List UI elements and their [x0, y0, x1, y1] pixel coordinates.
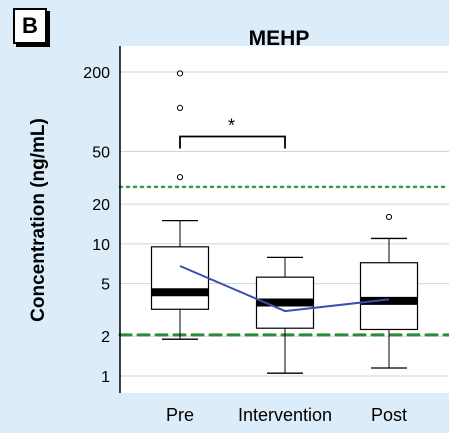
- y-tick-label: 2: [101, 329, 110, 346]
- iqr-box: [359, 262, 419, 331]
- x-tick-labels: Pre Intervention Post: [166, 405, 407, 425]
- x-tick-label: Post: [371, 405, 407, 425]
- annotation-layer: *: [179, 115, 286, 149]
- iqr-box: [150, 246, 210, 310]
- y-tick-label: 1: [101, 369, 110, 386]
- y-tick-label: 20: [92, 197, 110, 214]
- significance-marker: *: [228, 115, 235, 135]
- y-tick-label: 50: [92, 145, 110, 162]
- y-axis-label: Concentration (ng/mL): [28, 118, 49, 322]
- box-pre: [150, 70, 210, 340]
- outlier-point: [176, 104, 184, 111]
- x-tick-label: Pre: [166, 405, 194, 425]
- y-tick-label: 10: [92, 237, 110, 254]
- outlier-point: [176, 174, 184, 181]
- significance-bracket: [179, 135, 286, 149]
- mean-line: [179, 265, 390, 313]
- y-tick-labels: 1 2 5 10 20 50 200: [83, 65, 110, 386]
- y-axis-label-group: Concentration (ng/mL): [28, 118, 49, 322]
- x-tick-label: Intervention: [238, 405, 332, 425]
- chart-title: MEHP: [249, 27, 310, 50]
- panel-label: B: [13, 8, 47, 44]
- box-layer: [150, 70, 419, 374]
- mean-line-layer: [179, 265, 390, 313]
- y-tick-label: 5: [101, 277, 110, 294]
- outlier-point: [176, 70, 184, 77]
- y-tick-label: 200: [83, 65, 110, 82]
- outlier-point: [385, 213, 393, 221]
